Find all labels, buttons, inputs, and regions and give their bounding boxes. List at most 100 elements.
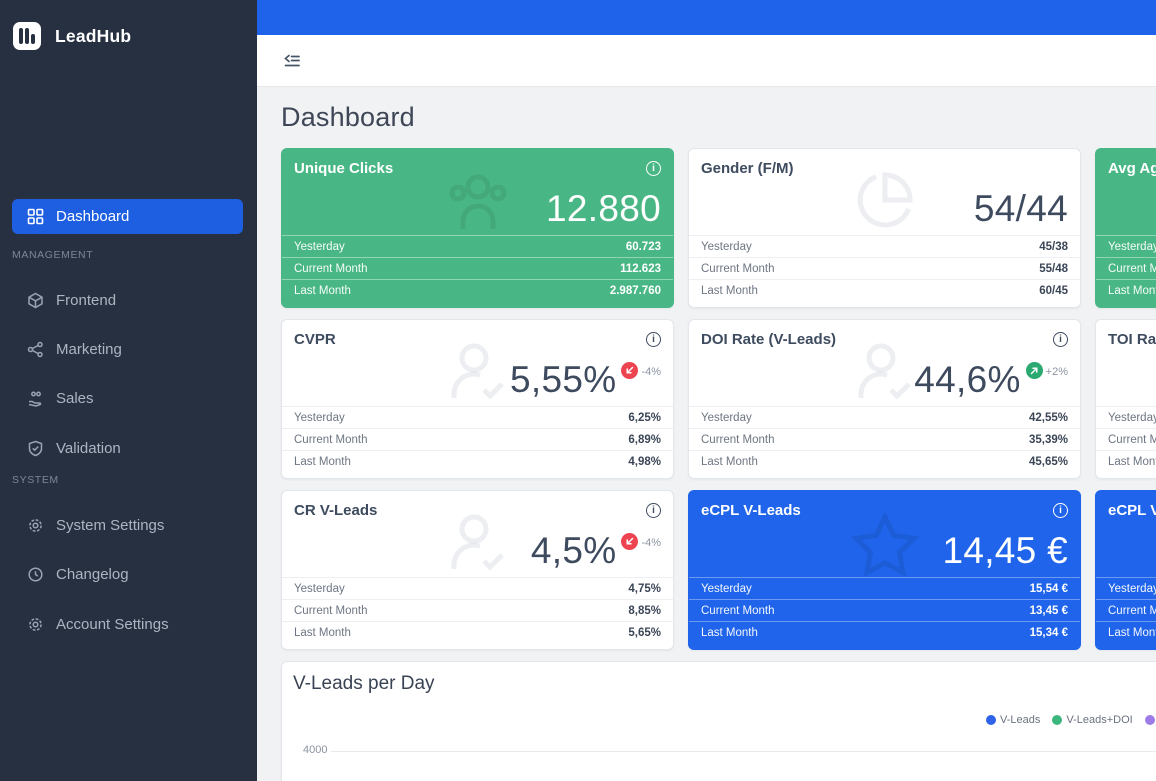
stat-row: Yesterday [1096, 406, 1156, 428]
stat-row: Yesterday 4,75% [282, 577, 673, 599]
stat-row: Yesterday [1096, 235, 1156, 257]
leadhub-logo-icon [13, 22, 41, 50]
card-value: 4,5% [530, 530, 617, 571]
stat-row: Yesterday 15,54 € [689, 577, 1080, 599]
card-value: 44,6% [914, 359, 1021, 400]
stat-row: Yesterday 45/38 [689, 235, 1080, 257]
sidebar-item-label: Sales [56, 390, 94, 407]
stat-row: Last Month 4,98% [282, 450, 673, 472]
sidebar-item-dashboard[interactable]: Dashboard [12, 199, 243, 234]
stat-row: Current Month [1096, 599, 1156, 621]
stat-row: Yesterday 42,55% [689, 406, 1080, 428]
info-icon[interactable]: i [1053, 502, 1068, 518]
sidebar-item-label: Frontend [56, 292, 117, 309]
card-title: Gender (F/M) [701, 159, 794, 177]
y-axis-tick: 4000 [303, 744, 328, 756]
sidebar-item-label: Marketing [56, 341, 122, 358]
stat-row: Last Month [1096, 279, 1156, 301]
sidebar-item-label: Changelog [56, 566, 129, 583]
stat-row: Current Month 112.623 [282, 257, 673, 279]
sidebar-collapse-icon[interactable] [281, 50, 303, 72]
card-stats: Yesterday Current Month Last Month [1096, 577, 1156, 643]
app-name: LeadHub [55, 25, 132, 46]
sidebar-item-system-settings[interactable]: System Settings [12, 508, 243, 543]
card-stats: Yesterday 15,54 € Current Month 13,45 € La… [689, 577, 1080, 643]
sidebar-item-label: Validation [56, 440, 121, 457]
stat-row: Last Month 60/45 [689, 279, 1080, 301]
card-title: TOI Rate [1108, 330, 1156, 348]
share-network-icon [27, 341, 43, 358]
v-leads-per-day-chart: V-Leads per Day V-Leads V-Leads+DOI V-Le… [281, 661, 1156, 781]
stat-row: Last Month 5,65% [282, 621, 673, 643]
stat-row: Current Month [1096, 257, 1156, 279]
info-icon[interactable]: i [646, 502, 661, 518]
card-title: eCPL V-Leads [701, 501, 801, 519]
card-gender: Gender (F/M) 54/44 Yesterday 45/38 Curren… [688, 148, 1081, 308]
box-icon [28, 292, 43, 309]
sidebar-item-marketing[interactable]: Marketing [12, 332, 243, 367]
sidebar-item-label: System Settings [56, 517, 165, 534]
gear-icon [29, 618, 42, 631]
users-group-icon [449, 174, 506, 229]
trend-up-badge [1025, 362, 1043, 379]
info-icon[interactable]: i [1053, 331, 1068, 347]
card-stats: Yesterday 60.723 Current Month 112.623 Las… [282, 235, 673, 301]
card-ecpl-v-leads: eCPL V-Leads i 14,45 € Yesterday 15,54 € … [688, 490, 1081, 650]
sidebar-item-frontend[interactable]: Frontend [12, 283, 243, 318]
stat-row: Current Month 35,39% [689, 428, 1080, 450]
card-ecpl-v-l: eCPL V-L Yesterday Current Month Last Mo… [1095, 490, 1156, 650]
card-value: 5,55% [510, 359, 617, 400]
stat-row: Last Month [1096, 450, 1156, 472]
arrow-down-left-icon [626, 366, 634, 374]
chart-legend: V-Leads V-Leads+DOI V-Lea [986, 714, 1156, 726]
arrow-up-right-icon [1030, 367, 1038, 375]
top-accent-bar [257, 0, 1156, 35]
trend-percent: -4% [641, 366, 661, 378]
card-stats: Yesterday Current Month Last Month [1096, 406, 1156, 472]
legend-item-v-leads-toi[interactable]: V-Lea [1144, 714, 1156, 726]
user-check-icon [858, 343, 911, 400]
trend-down-badge [621, 362, 639, 379]
sidebar-item-sales[interactable]: Sales [12, 381, 243, 416]
card-doi-rate: DOI Rate (V-Leads) i 44,6% +2% Yesterday… [688, 319, 1081, 479]
info-icon[interactable]: i [646, 331, 661, 347]
legend-item-v-leads-doi[interactable]: V-Leads+DOI [1052, 714, 1133, 726]
legend-dot-green [1052, 715, 1063, 725]
shield-check-icon [28, 440, 43, 457]
history-clock-icon [28, 567, 43, 582]
stat-row: Current Month 6,89% [282, 428, 673, 450]
card-title: CR V-Leads [294, 501, 378, 519]
sidebar-item-changelog[interactable]: Changelog [12, 557, 243, 592]
trend-down-badge [621, 533, 639, 550]
star-icon [850, 513, 919, 577]
card-value: 54/44 [973, 188, 1068, 229]
stat-row: Current Month 8,85% [282, 599, 673, 621]
card-value: 14,45 € [942, 530, 1068, 571]
arrow-down-left-icon [626, 537, 634, 545]
sidebar-item-label: Account Settings [56, 616, 169, 633]
stat-cards-grid: Unique Clicks i 12.880 Yesterday 60.723 C… [281, 148, 1156, 650]
section-label-system: SYSTEM [12, 474, 59, 486]
stat-row: Last Month [1096, 621, 1156, 643]
sidebar: LeadHub Dashboard MANAGEMENT Frontend Ma… [0, 0, 257, 781]
gear-icon [29, 519, 42, 532]
stat-row: Last Month 15,34 € [689, 621, 1080, 643]
app-logo: LeadHub [13, 22, 131, 50]
card-unique-clicks: Unique Clicks i 12.880 Yesterday 60.723 C… [281, 148, 674, 308]
user-check-icon [451, 514, 504, 571]
card-value: 12.880 [546, 188, 661, 229]
stat-row: Yesterday 6,25% [282, 406, 673, 428]
sidebar-item-validation[interactable]: Validation [12, 431, 243, 466]
card-cr-v-leads: CR V-Leads i 4,5% -4% Yesterday 4,75% Cur… [281, 490, 674, 650]
card-title: DOI Rate (V-Leads) [701, 330, 837, 348]
card-title: eCPL V-L [1108, 501, 1156, 519]
legend-dot-purple [1144, 715, 1155, 725]
pie-chart-icon [857, 172, 913, 228]
sidebar-item-account-settings[interactable]: Account Settings [12, 607, 243, 642]
info-icon[interactable]: i [646, 160, 661, 176]
stat-row: Yesterday [1096, 577, 1156, 599]
card-stats: Yesterday 4,75% Current Month 8,85% Last M… [282, 577, 673, 643]
legend-item-v-leads[interactable]: V-Leads [986, 714, 1040, 726]
card-cvpr: CVPR i 5,55% -4% Yesterday 6,25% Current … [281, 319, 674, 479]
card-title: CVPR [294, 330, 336, 348]
